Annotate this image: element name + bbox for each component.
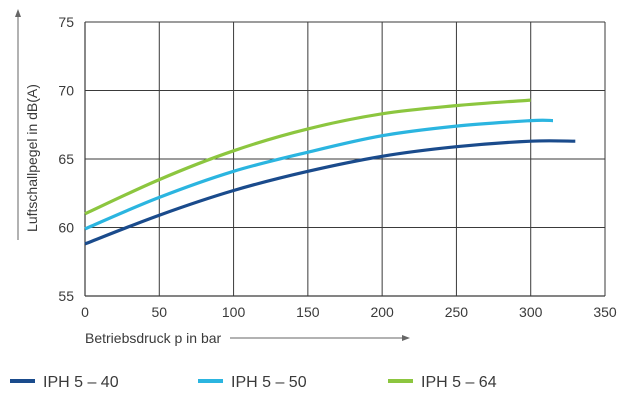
y-tick-label: 60 <box>58 220 74 236</box>
tick-labels: 0 50 100 150 200 250 300 350 55 60 65 70 75 <box>58 14 616 320</box>
x-tick-label: 300 <box>519 304 543 320</box>
x-tick-label: 150 <box>296 304 320 320</box>
x-tick-label: 200 <box>370 304 394 320</box>
axes <box>84 22 605 297</box>
legend-label: IPH 5 – 64 <box>421 374 497 391</box>
y-tick-label: 55 <box>58 288 74 304</box>
x-tick-label: 0 <box>81 304 89 320</box>
series-line-3 <box>84 98 531 216</box>
y-tick-label: 75 <box>58 14 74 30</box>
x-tick-label: 50 <box>151 304 167 320</box>
x-tick-label: 350 <box>593 304 617 320</box>
x-tick-label: 250 <box>445 304 469 320</box>
legend: IPH 5 – 40 IPH 5 – 50 IPH 5 – 64 <box>10 374 497 391</box>
legend-label: IPH 5 – 40 <box>43 374 119 391</box>
y-tick-label: 65 <box>58 151 74 167</box>
y-axis-arrowhead <box>15 9 21 17</box>
series-line-2 <box>84 118 554 231</box>
x-tick-label: 100 <box>222 304 246 320</box>
legend-label: IPH 5 – 50 <box>231 374 307 391</box>
y-tick-label: 70 <box>58 83 74 99</box>
y-axis-label: Luftschallpegel in dB(A) <box>24 84 40 232</box>
x-axis-arrowhead <box>402 335 410 341</box>
x-axis-label: Betriebsdruck p in bar <box>85 330 222 346</box>
grid <box>85 21 606 296</box>
series-line-1 <box>84 139 576 246</box>
series-lines <box>84 98 576 246</box>
